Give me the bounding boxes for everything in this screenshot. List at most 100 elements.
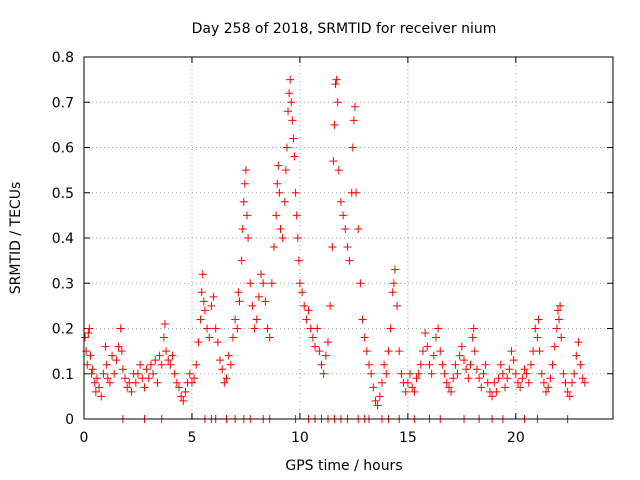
data-point — [252, 315, 261, 324]
data-point — [273, 179, 282, 188]
y-tick-label: 0.1 — [52, 367, 74, 383]
data-point — [349, 116, 358, 125]
data-point — [97, 392, 106, 401]
data-point — [477, 383, 486, 392]
data-point — [211, 324, 220, 333]
data-point — [304, 306, 313, 315]
data-point — [567, 378, 576, 387]
y-tick-label: 0.4 — [52, 231, 74, 247]
data-point — [367, 369, 376, 378]
data-point — [557, 333, 566, 342]
data-point — [218, 365, 227, 374]
data-point — [321, 351, 330, 360]
data-point — [248, 301, 257, 310]
data-point — [494, 374, 503, 383]
plot-frame — [83, 56, 614, 420]
x-ticks: 0 5 10 15 20 — [80, 57, 525, 446]
data-point — [99, 369, 108, 378]
data-point — [84, 329, 93, 338]
data-point — [121, 374, 130, 383]
data-point — [414, 369, 423, 378]
data-point — [179, 396, 188, 405]
data-point — [300, 301, 309, 310]
data-point — [259, 279, 268, 288]
data-point — [272, 211, 281, 220]
data-point — [261, 297, 270, 306]
data-point — [311, 342, 320, 351]
data-point — [313, 324, 322, 333]
data-point — [133, 369, 142, 378]
data-point — [548, 360, 557, 369]
data-point — [401, 387, 410, 396]
data-point — [114, 342, 123, 351]
data-point — [373, 401, 382, 410]
data-point — [451, 360, 460, 369]
data-point — [239, 197, 248, 206]
data-point — [341, 224, 350, 233]
data-point — [294, 256, 303, 265]
data-point — [241, 166, 250, 175]
data-point — [339, 211, 348, 220]
data-point — [488, 392, 497, 401]
chart-title: Day 258 of 2018, SRMTID for receiver niu… — [192, 21, 497, 37]
data-point — [472, 365, 481, 374]
data-point — [175, 383, 184, 392]
data-point — [280, 197, 289, 206]
data-point — [447, 387, 456, 396]
data-point — [246, 279, 255, 288]
data-point — [369, 383, 378, 392]
data-point — [233, 324, 242, 333]
data-point — [546, 374, 555, 383]
data-point — [118, 365, 127, 374]
data-point — [298, 288, 307, 297]
data-point — [254, 292, 263, 301]
data-point — [237, 256, 246, 265]
data-point — [187, 378, 196, 387]
data-point — [462, 365, 471, 374]
data-point — [140, 383, 149, 392]
data-point — [166, 360, 175, 369]
data-point — [274, 161, 283, 170]
data-point — [136, 360, 145, 369]
data-point — [377, 378, 386, 387]
y-tick-label: 0.8 — [52, 50, 74, 66]
data-point — [231, 315, 240, 324]
data-point — [412, 374, 421, 383]
y-axis-label: SRMTID / TECUs — [8, 182, 24, 295]
data-point — [257, 270, 266, 279]
data-point — [449, 374, 458, 383]
data-point — [103, 374, 112, 383]
data-point — [388, 288, 397, 297]
data-point — [160, 319, 169, 328]
data-point — [82, 347, 91, 356]
data-point — [216, 356, 225, 365]
data-point — [199, 297, 208, 306]
data-point — [282, 143, 291, 152]
data-point — [289, 134, 298, 143]
data-point — [319, 369, 328, 378]
data-point — [181, 387, 190, 396]
data-point — [427, 369, 436, 378]
data-point — [397, 369, 406, 378]
data-point — [416, 360, 425, 369]
data-point — [375, 392, 384, 401]
data-point — [574, 338, 583, 347]
data-point — [382, 369, 391, 378]
data-point — [329, 157, 338, 166]
data-point — [570, 369, 579, 378]
data-point — [222, 374, 231, 383]
data-point — [102, 360, 111, 369]
data-point — [352, 188, 361, 197]
data-point — [550, 342, 559, 351]
data-point — [438, 360, 447, 369]
data-point — [345, 256, 354, 265]
data-point — [444, 383, 453, 392]
data-points — [81, 75, 589, 423]
data-point — [505, 365, 514, 374]
data-point — [578, 374, 587, 383]
data-point — [418, 347, 427, 356]
data-point — [238, 224, 247, 233]
data-point — [470, 347, 479, 356]
data-point — [434, 324, 443, 333]
data-point — [290, 152, 299, 161]
